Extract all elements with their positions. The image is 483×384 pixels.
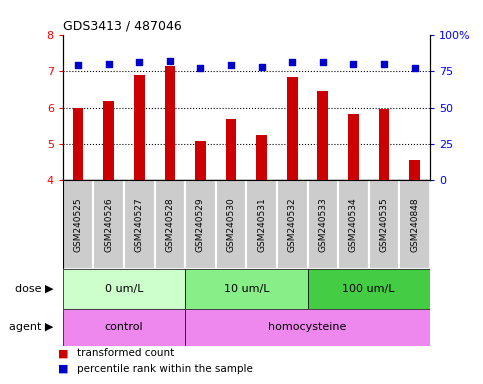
Text: GSM240534: GSM240534 <box>349 197 358 252</box>
Text: GDS3413 / 487046: GDS3413 / 487046 <box>63 19 182 32</box>
Bar <box>369 180 399 269</box>
Bar <box>409 161 420 180</box>
Text: GSM240528: GSM240528 <box>165 197 174 252</box>
Bar <box>348 114 359 180</box>
Bar <box>103 101 114 180</box>
Point <box>227 62 235 68</box>
Bar <box>216 180 246 269</box>
Bar <box>63 269 185 309</box>
Text: GSM240532: GSM240532 <box>288 197 297 252</box>
Bar <box>287 76 298 180</box>
Text: homocysteine: homocysteine <box>269 322 347 333</box>
Text: 10 um/L: 10 um/L <box>224 284 269 294</box>
Bar <box>155 180 185 269</box>
Text: GSM240535: GSM240535 <box>380 197 388 252</box>
Bar <box>185 309 430 346</box>
Point <box>105 61 113 67</box>
Bar <box>124 180 155 269</box>
Text: GSM240531: GSM240531 <box>257 197 266 252</box>
Point <box>166 58 174 64</box>
Bar <box>63 309 185 346</box>
Bar <box>379 109 389 180</box>
Bar <box>308 180 338 269</box>
Text: GSM240530: GSM240530 <box>227 197 236 252</box>
Text: GSM240525: GSM240525 <box>73 197 83 252</box>
Bar <box>338 180 369 269</box>
Text: GSM240848: GSM240848 <box>410 197 419 252</box>
Text: GSM240533: GSM240533 <box>318 197 327 252</box>
Point <box>197 65 204 71</box>
Text: GSM240527: GSM240527 <box>135 197 144 252</box>
Bar <box>256 135 267 180</box>
Point <box>258 64 266 70</box>
Bar <box>246 180 277 269</box>
Text: GSM240526: GSM240526 <box>104 197 113 252</box>
Text: 0 um/L: 0 um/L <box>105 284 143 294</box>
Point <box>319 59 327 65</box>
Bar <box>308 269 430 309</box>
Text: ■: ■ <box>58 364 69 374</box>
Bar <box>185 180 216 269</box>
Bar <box>63 180 93 269</box>
Point <box>411 65 418 71</box>
Text: percentile rank within the sample: percentile rank within the sample <box>77 364 253 374</box>
Point <box>350 61 357 67</box>
Text: control: control <box>105 322 143 333</box>
Point <box>288 59 296 65</box>
Bar <box>73 108 84 180</box>
Text: GSM240529: GSM240529 <box>196 197 205 252</box>
Bar <box>185 269 308 309</box>
Bar <box>195 141 206 180</box>
Point <box>380 61 388 67</box>
Text: 100 um/L: 100 um/L <box>342 284 395 294</box>
Text: ■: ■ <box>58 348 69 358</box>
Bar <box>317 91 328 180</box>
Bar <box>277 180 308 269</box>
Bar <box>226 119 236 180</box>
Text: dose ▶: dose ▶ <box>14 284 53 294</box>
Bar <box>93 180 124 269</box>
Text: agent ▶: agent ▶ <box>9 322 53 333</box>
Bar <box>134 75 144 180</box>
Bar <box>399 180 430 269</box>
Point <box>74 62 82 68</box>
Bar <box>165 66 175 180</box>
Point <box>135 59 143 65</box>
Text: transformed count: transformed count <box>77 348 174 358</box>
